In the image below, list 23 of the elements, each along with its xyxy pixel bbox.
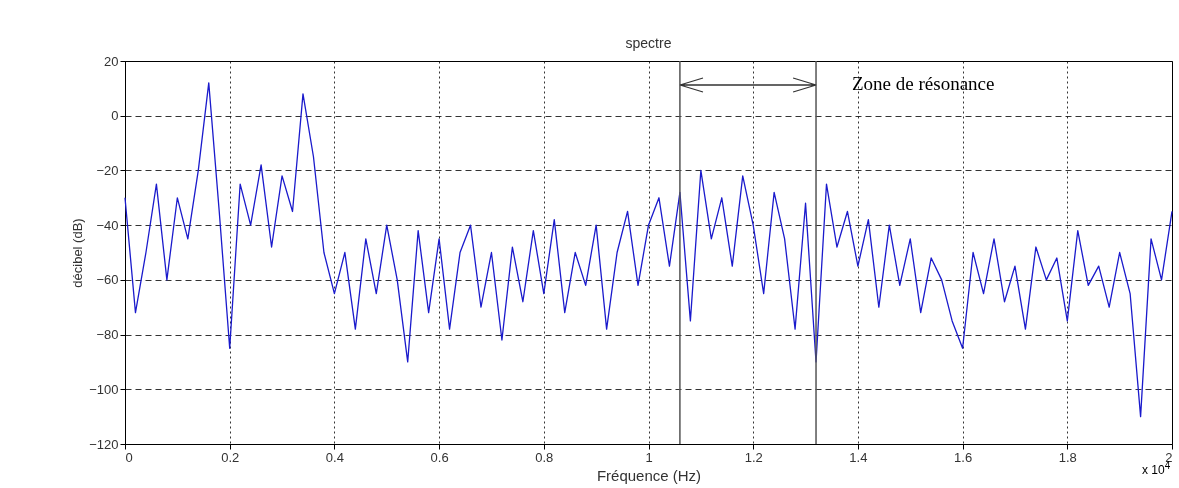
x-tick-label: 1.4: [849, 449, 868, 465]
x-tick-label: 1: [645, 449, 653, 465]
y-tick-label: 0: [111, 108, 119, 124]
x-tick-label: 1.8: [1058, 449, 1077, 465]
x-tick-label: 1.6: [954, 449, 973, 465]
y-tick-label: −20: [96, 162, 119, 178]
x-tick-label: 0.6: [430, 449, 449, 465]
y-tick-label: −40: [96, 217, 119, 233]
annotation: Zone de résonance: [852, 73, 995, 95]
chart-title: spectre: [625, 35, 672, 51]
y-tick-label: −120: [89, 436, 119, 452]
x-tick-label: 0: [125, 449, 133, 465]
x-tick-label: 1.2: [744, 449, 763, 465]
x-tick-label: 0.4: [325, 449, 344, 465]
x-axis-title: Fréquence (Hz): [596, 466, 702, 484]
y-tick-label: −60: [96, 272, 119, 288]
y-tick-label: −80: [96, 327, 119, 343]
x-tick-label: 0.8: [535, 449, 554, 465]
y-axis-title: décibel (dB): [70, 218, 86, 288]
y-tick-label: −100: [89, 381, 119, 397]
x-tick-label: 0.2: [221, 449, 240, 465]
text: x 10$^{4}$: [1142, 460, 1171, 477]
y-tick-label: 20: [104, 53, 119, 69]
